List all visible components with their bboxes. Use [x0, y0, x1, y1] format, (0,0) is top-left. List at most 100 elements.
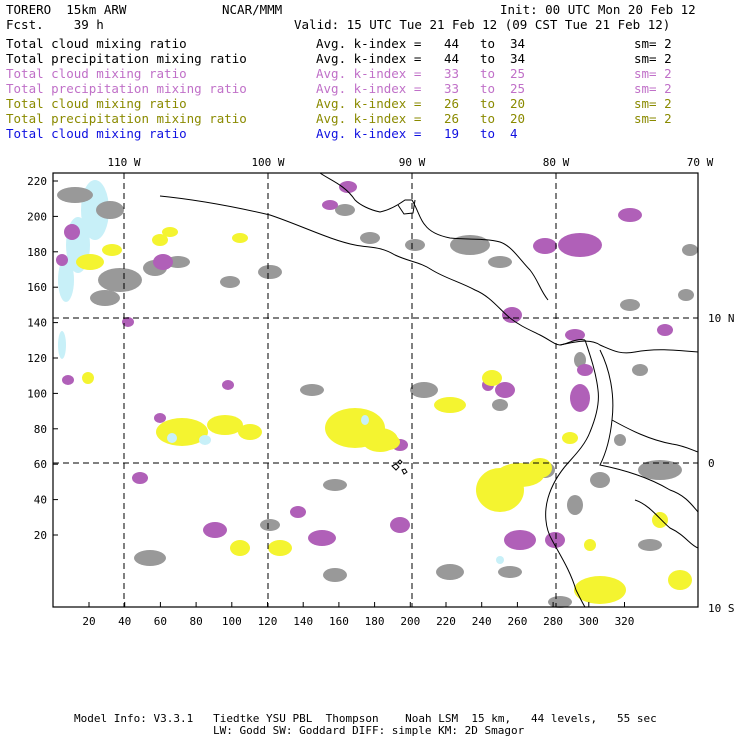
yellow-cloud-area: [482, 370, 502, 386]
purple-cloud-area: [62, 375, 74, 385]
yellow-cloud-area: [528, 458, 552, 478]
legend-to: to: [480, 36, 496, 51]
purple-cloud-area: [533, 238, 557, 254]
coastline: [391, 463, 400, 471]
purple-cloud-area: [153, 254, 173, 270]
model-title: TORERO 15km ARW: [6, 2, 127, 17]
lightblue-cloud-area: [496, 556, 504, 564]
coastline: [397, 459, 403, 465]
yellow-cloud-area: [82, 372, 94, 384]
purple-cloud-area: [657, 324, 673, 336]
x-tick-label: 20: [82, 615, 95, 628]
legend-to: to: [480, 96, 496, 111]
longitude-label: 70 W: [687, 156, 714, 169]
x-tick-label: 100: [222, 615, 242, 628]
x-tick-label: 280: [543, 615, 563, 628]
legend-field: Total cloud mixing ratio: [6, 36, 187, 51]
purple-cloud-area: [308, 530, 336, 546]
y-tick-label: 40: [34, 494, 47, 507]
coastline: [611, 419, 699, 453]
x-tick-label: 260: [507, 615, 527, 628]
purple-cloud-area: [290, 506, 306, 518]
legend-upto: 34: [510, 36, 526, 51]
gray-cloud-area: [436, 564, 464, 580]
legend-from: 33: [444, 66, 460, 81]
lightblue-cloud-area: [199, 435, 211, 445]
legend-sm: sm= 2: [634, 51, 672, 66]
purple-cloud-area: [504, 530, 536, 550]
legend-from: 26: [444, 111, 460, 126]
coastline: [319, 172, 549, 301]
coastlines: [159, 172, 699, 608]
yellow-cloud-area: [652, 512, 668, 528]
yellow-cloud-area: [562, 432, 578, 444]
yellow-cloud-area: [232, 233, 248, 243]
x-tick-label: 40: [118, 615, 131, 628]
gray-cloud-area: [405, 239, 425, 251]
gray-cloud-area: [220, 276, 240, 288]
yellow-cloud-area: [152, 234, 168, 246]
x-tick-label: 320: [615, 615, 635, 628]
gray-cloud-area: [323, 568, 347, 582]
x-tick-label: 160: [329, 615, 349, 628]
y-tick-label: 200: [27, 210, 47, 223]
legend-upto: 20: [510, 111, 526, 126]
y-tick-label: 60: [34, 458, 47, 471]
legend-to: to: [480, 51, 496, 66]
legend-to: to: [480, 126, 496, 141]
y-tick-label: 140: [27, 317, 47, 330]
coastline: [401, 468, 408, 475]
legend-upto: 4: [510, 126, 518, 141]
axes: 20 40 60 80 100 120 140 160 180 200 220 240 260 280 30…: [27, 156, 734, 628]
yellow-cloud-area: [76, 254, 104, 270]
y-tick-label: 220: [27, 175, 47, 188]
yellow-cloud-area: [207, 415, 243, 435]
org-label: NCAR/MMM: [222, 2, 283, 17]
gray-cloud-area: [548, 596, 572, 608]
legend-from: 44: [444, 36, 460, 51]
yellow-cloud-area: [376, 434, 400, 450]
legend-upto: 20: [510, 96, 526, 111]
purple-cloud-area: [56, 254, 68, 266]
latitude-label: 10 N: [708, 312, 735, 325]
purple-cloud-area: [64, 224, 80, 240]
latitude-label: 0: [708, 457, 715, 470]
legend-from: 44: [444, 51, 460, 66]
yellow-cloud-area: [434, 397, 466, 413]
legend-kidx: Avg. k-index =: [316, 126, 422, 141]
legend-field: Total precipitation mixing ratio: [6, 81, 247, 96]
y-tick-label: 80: [34, 423, 47, 436]
yellow-cloud-area: [574, 576, 626, 604]
purple-cloud-area: [339, 181, 357, 193]
legend-field: Total precipitation mixing ratio: [6, 111, 247, 126]
longitude-label: 100 W: [251, 156, 284, 169]
legend-kidx: Avg. k-index =: [316, 51, 422, 66]
legend-kidx: Avg. k-index =: [316, 66, 422, 81]
gray-cloud-area: [574, 352, 586, 368]
coastline: [159, 195, 586, 346]
legend-kidx: Avg. k-index =: [316, 36, 422, 51]
gray-cloud-area: [678, 289, 694, 301]
model-info-line2: LW: Godd SW: Goddard DIFF: simple KM: 2D…: [213, 724, 525, 737]
legend-sm: sm= 2: [634, 36, 672, 51]
gray-cloud-area: [360, 232, 380, 244]
yellow-cloud-area: [102, 244, 122, 256]
legend-to: to: [480, 66, 496, 81]
gray-cloud-area: [57, 187, 93, 203]
gray-cloud-area: [492, 399, 508, 411]
purple-cloud-area: [322, 200, 338, 210]
gray-cloud-area: [98, 268, 142, 292]
y-tick-label: 180: [27, 246, 47, 259]
longitude-label: 110 W: [107, 156, 140, 169]
longitude-label: 80 W: [543, 156, 570, 169]
legend-field: Total precipitation mixing ratio: [6, 51, 247, 66]
lightblue-cloud-area: [58, 331, 66, 359]
purple-cloud-area: [565, 329, 585, 341]
coastline: [559, 340, 699, 354]
gray-cloud-area: [567, 495, 583, 515]
legend-kidx: Avg. k-index =: [316, 81, 422, 96]
gray-cloud-area: [488, 256, 512, 268]
legend-field: Total cloud mixing ratio: [6, 66, 187, 81]
x-tick-label: 180: [365, 615, 385, 628]
gray-cloud-area: [632, 364, 648, 376]
